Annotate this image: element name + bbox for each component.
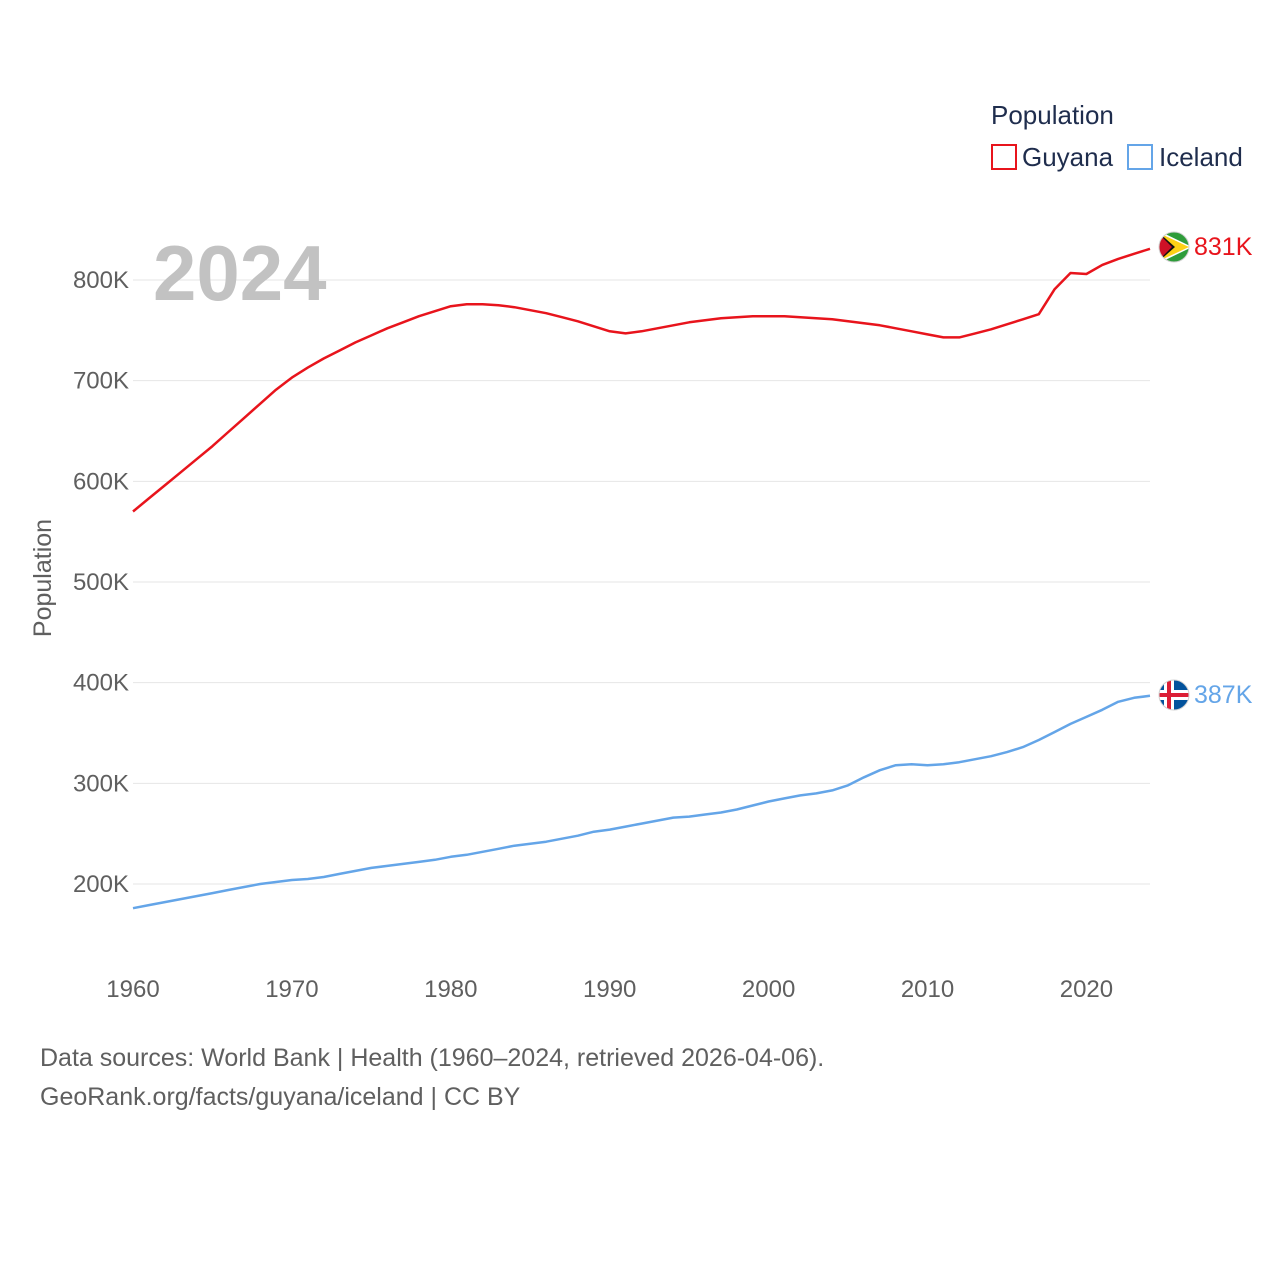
x-tick-label: 2020 [1060, 976, 1113, 1003]
series-line-iceland[interactable] [132, 694, 1151, 910]
x-tick-label: 1990 [583, 976, 636, 1003]
x-tick-label: 1970 [265, 976, 318, 1003]
legend-swatch-iceland[interactable] [1127, 144, 1153, 170]
x-axis-ticks: 1960 1970 1980 1990 2000 2010 2020 [106, 976, 1113, 1003]
y-tick-label: 300K [73, 770, 129, 797]
y-tick-label: 500K [73, 569, 129, 596]
legend: Population Guyana Iceland [991, 100, 1243, 172]
legend-label-guyana[interactable]: Guyana [1022, 142, 1114, 172]
y-axis-title: Population [29, 519, 57, 637]
footer-attribution: GeoRank.org/facts/guyana/iceland | CC BY [40, 1083, 521, 1111]
y-tick-label: 200K [73, 871, 129, 898]
y-axis-ticks: 200K 300K 400K 500K 600K 700K 800K [73, 267, 129, 898]
legend-title: Population [991, 100, 1114, 130]
end-label-iceland: 387K [1194, 681, 1253, 709]
x-tick-label: 1960 [106, 976, 159, 1003]
x-tick-label: 1980 [424, 976, 477, 1003]
legend-swatch-guyana[interactable] [991, 144, 1017, 170]
y-tick-label: 400K [73, 670, 129, 697]
line-chart: 200K 300K 400K 500K 600K 700K 800K 1960 1970 198… [29, 100, 1253, 1003]
series-lines [132, 247, 1151, 910]
iceland-flag-icon [1159, 680, 1189, 710]
series-line-guyana[interactable] [132, 247, 1151, 513]
legend-label-iceland[interactable]: Iceland [1159, 142, 1243, 172]
guyana-flag-border [1158, 231, 1190, 263]
guyana-flag-icon [1159, 232, 1189, 262]
x-tick-label: 2000 [742, 976, 795, 1003]
x-tick-label: 2010 [901, 976, 954, 1003]
grid-lines [133, 279, 1150, 885]
year-watermark: 2024 [153, 229, 327, 317]
end-label-guyana: 831K [1194, 233, 1253, 261]
footer-sources: Data sources: World Bank | Health (1960–… [40, 1044, 825, 1072]
y-tick-label: 600K [73, 468, 129, 495]
iceland-flag-border [1158, 679, 1190, 711]
y-tick-label: 800K [73, 267, 129, 294]
y-tick-label: 700K [73, 368, 129, 395]
